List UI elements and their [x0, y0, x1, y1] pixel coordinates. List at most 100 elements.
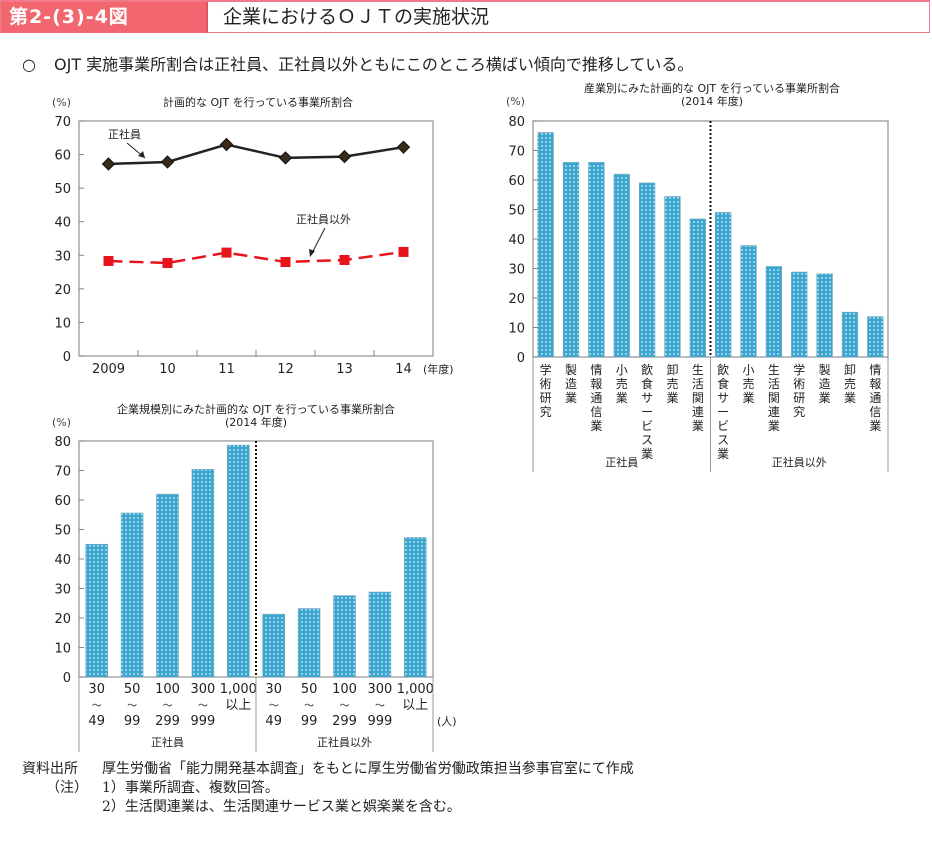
figure-header: 第2-(3)-4図 企業におけるＯＪＴの実施状況: [0, 0, 930, 33]
x-tick-label: 連: [768, 405, 780, 419]
x-tick-label: 売: [666, 376, 678, 391]
x-tick-label: 11: [218, 362, 235, 377]
y-tick-label: 10: [54, 642, 71, 657]
bar: [765, 266, 783, 358]
bar: [841, 311, 859, 358]
y-tick-label: 50: [54, 524, 71, 539]
x-tick-label: 報: [590, 377, 602, 391]
y-tick-label: 50: [54, 182, 71, 197]
bar: [664, 196, 681, 358]
data-point-diamond: [337, 149, 352, 164]
bar: [562, 162, 580, 358]
note-item: 1）事業所調査、複数回答。: [102, 780, 279, 796]
x-tick-label: 信: [869, 405, 881, 419]
series-line-1: [108, 250, 404, 265]
x-tick-label: 活: [692, 377, 704, 391]
data-point-square: [398, 246, 409, 257]
y-tick-label: 50: [508, 204, 525, 219]
x-tick-label: 業: [616, 391, 628, 405]
x-tick-label: ビ: [717, 419, 729, 433]
x-tick-label: 業: [565, 391, 577, 405]
bar: [227, 444, 250, 678]
x-tick-label: 造: [819, 377, 831, 391]
x-tick-label: 通: [869, 391, 881, 405]
x-tick-label: 情: [869, 363, 881, 377]
x-tick-label: 業: [666, 391, 678, 405]
y-tick-label: 10: [54, 316, 71, 331]
x-tick-label: サ: [717, 391, 729, 405]
x-tick-label: 30: [265, 682, 282, 697]
x-tick-label: ビ: [641, 419, 653, 433]
x-tick-label: 究: [793, 404, 805, 419]
x-tick-label: 業: [717, 447, 729, 461]
x-tick-label: 小: [743, 363, 755, 377]
y-tick-label: 60: [54, 149, 71, 164]
x-tick-label: 299: [332, 714, 357, 729]
x-tick-label: 〜: [375, 701, 385, 712]
data-point-diamond: [101, 157, 116, 171]
bar: [791, 271, 808, 358]
chart-subtitle: (2014 年度): [681, 94, 743, 108]
x-axis-unit: (人): [437, 715, 457, 728]
x-tick-label: 卸: [844, 362, 856, 377]
y-tick-label: 40: [54, 216, 71, 231]
bar: [638, 182, 656, 358]
x-tick-label: 業: [743, 391, 755, 405]
x-tick-label: 50: [124, 682, 141, 697]
y-tick-label: 40: [54, 553, 71, 568]
x-tick-label: 1,000: [220, 682, 257, 697]
x-tick-label: 売: [743, 376, 755, 391]
x-tick-label: 業: [819, 391, 831, 405]
x-tick-label: 食: [641, 376, 653, 391]
x-tick-label: 製: [565, 363, 577, 377]
x-tick-label: 信: [590, 405, 602, 419]
bar: [740, 245, 757, 358]
x-tick-label: 造: [565, 377, 577, 391]
note-label: （注）: [46, 780, 88, 796]
x-tick-label: 14: [395, 362, 412, 377]
x-tick-label: 99: [124, 714, 141, 729]
x-tick-label: 1,000: [397, 682, 434, 697]
bar: [85, 543, 108, 678]
x-tick-label: 〜: [304, 701, 314, 712]
x-tick-label: 業: [590, 419, 602, 433]
bar: [297, 608, 321, 678]
x-tick-label: 〜: [127, 701, 137, 712]
x-tick-label: 49: [88, 714, 105, 729]
y-tick-label: 60: [508, 174, 525, 189]
y-tick-label: 80: [508, 115, 525, 130]
x-tick-label: ス: [717, 433, 729, 447]
y-tick-label: 30: [54, 583, 71, 598]
x-tick-label: 30: [88, 682, 105, 697]
x-tick-label: 業: [692, 419, 704, 433]
annotation-label: 正社員: [108, 127, 141, 141]
bar: [689, 218, 706, 358]
x-tick-label: 生: [768, 363, 780, 377]
x-tick-label: 学: [540, 362, 552, 377]
y-tick-label: 40: [508, 233, 525, 248]
x-tick-label: 100: [155, 682, 180, 697]
bar: [156, 493, 179, 678]
x-axis-unit: (年度): [423, 362, 454, 376]
bar: [404, 537, 427, 678]
plot-frame: [78, 120, 434, 357]
x-tick-label: 999: [190, 714, 215, 729]
data-point-square: [280, 257, 291, 267]
group-label: 正社員以外: [317, 735, 372, 749]
bar: [537, 132, 554, 358]
data-point-diamond: [160, 155, 175, 169]
y-tick-label: 20: [54, 283, 71, 298]
figure-number: 第2-(3)-4図: [1, 2, 208, 33]
x-tick-label: 通: [590, 391, 602, 405]
chart-title: 計画的な OJT を行っている事業所割合: [163, 95, 353, 109]
y-tick-label: 70: [54, 115, 71, 130]
data-point-diamond: [278, 151, 293, 165]
note-item: 2）生活関連業は、生活関連サービス業と娯楽業を含む。: [102, 799, 461, 815]
data-point-diamond: [219, 137, 234, 152]
x-tick-label: 49: [265, 714, 282, 729]
x-tick-label: 学: [793, 362, 805, 377]
x-tick-label: 100: [332, 682, 357, 697]
x-tick-label: ー: [717, 405, 729, 419]
bar: [120, 512, 144, 678]
